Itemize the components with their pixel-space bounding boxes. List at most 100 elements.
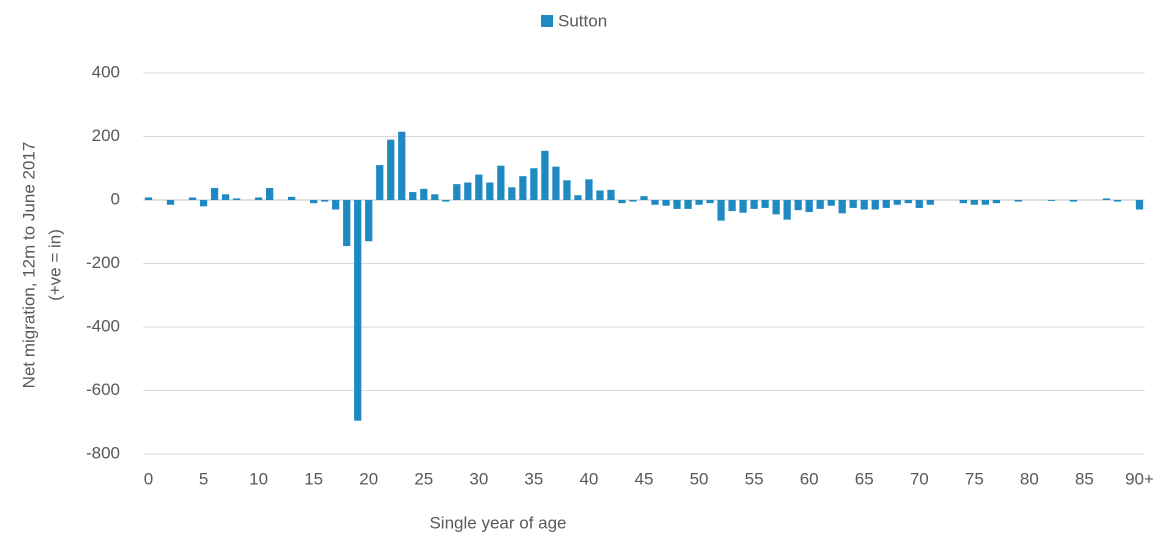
bar	[717, 200, 725, 221]
bar	[552, 166, 560, 200]
x-tick-label: 90+	[1125, 469, 1154, 488]
bar	[431, 194, 439, 200]
bar	[519, 176, 527, 200]
legend-label: Sutton	[558, 11, 607, 30]
bar	[310, 200, 318, 204]
bar	[354, 200, 362, 421]
bar	[640, 196, 648, 200]
bar	[221, 194, 230, 200]
bar	[706, 200, 714, 204]
bar	[453, 184, 461, 200]
bar	[199, 200, 208, 207]
y-tick-label: -200	[86, 253, 120, 272]
bar	[1102, 198, 1111, 200]
bar	[585, 179, 593, 200]
legend-swatch	[541, 15, 553, 27]
bar	[871, 200, 879, 210]
bar	[629, 200, 637, 202]
x-tick-label: 0	[144, 469, 153, 488]
bar	[926, 200, 934, 205]
bar	[232, 198, 241, 200]
bar	[254, 197, 263, 200]
bar	[563, 180, 571, 200]
bar	[398, 131, 406, 200]
y-tick-label: 0	[111, 189, 120, 208]
x-axis-label: Single year of age	[429, 513, 566, 532]
bar	[827, 200, 835, 206]
bar	[816, 200, 824, 209]
bar	[959, 200, 967, 204]
y-tick-label: 400	[92, 62, 120, 81]
bar	[695, 200, 703, 205]
bar	[265, 187, 274, 200]
bar	[530, 168, 538, 200]
bar	[607, 189, 615, 200]
bar	[541, 150, 549, 200]
bar	[1113, 200, 1122, 202]
x-tick-label: 55	[745, 469, 764, 488]
bar	[860, 200, 868, 210]
bar	[981, 200, 989, 205]
bar	[332, 200, 340, 210]
bar	[321, 200, 329, 202]
bar	[893, 200, 901, 205]
x-tick-label: 70	[910, 469, 929, 488]
bar	[188, 197, 197, 200]
bar	[761, 200, 769, 208]
x-tick-label: 60	[800, 469, 819, 488]
bar	[442, 200, 450, 202]
bar	[464, 182, 472, 200]
bar	[475, 174, 483, 200]
bar	[794, 200, 802, 211]
x-tick-label: 20	[359, 469, 378, 488]
x-tick-label: 30	[469, 469, 488, 488]
x-tick-label: 50	[690, 469, 709, 488]
x-tick-label: 75	[965, 469, 984, 488]
bar	[838, 200, 846, 214]
bar	[166, 200, 175, 205]
x-tick-label: 5	[199, 469, 208, 488]
bar	[497, 165, 505, 200]
bar	[508, 187, 516, 200]
bar	[882, 200, 890, 208]
bar	[409, 192, 417, 200]
x-tick-label: 35	[524, 469, 543, 488]
bar	[1069, 200, 1078, 202]
bar	[662, 200, 670, 206]
bar	[144, 197, 153, 200]
x-tick-label: 40	[579, 469, 598, 488]
bar	[1135, 200, 1144, 210]
bar	[210, 187, 219, 200]
x-tick-label: 65	[855, 469, 874, 488]
bar	[376, 165, 384, 200]
bar	[618, 200, 626, 204]
bar	[365, 200, 373, 242]
x-tick-label: 80	[1020, 469, 1039, 488]
y-axis-label: (+ve = in)	[45, 229, 64, 301]
x-tick-label: 85	[1075, 469, 1094, 488]
bar	[684, 200, 692, 209]
bar	[783, 200, 791, 220]
y-tick-label: -400	[86, 316, 120, 335]
bar	[772, 200, 780, 215]
bar	[387, 139, 395, 200]
bar	[1047, 200, 1056, 201]
bar	[673, 200, 681, 209]
bar	[574, 195, 582, 200]
bar	[486, 182, 494, 200]
x-tick-label: 10	[249, 469, 268, 488]
bar	[904, 200, 912, 204]
bar	[728, 200, 736, 212]
x-tick-label: 25	[414, 469, 433, 488]
y-tick-label: -800	[86, 443, 120, 462]
bar	[750, 200, 758, 209]
bar	[970, 200, 978, 205]
bar	[992, 200, 1000, 204]
bar	[915, 200, 923, 208]
bar	[288, 196, 296, 200]
bar	[596, 190, 604, 200]
bar	[739, 200, 747, 213]
bar	[420, 188, 428, 200]
bar	[651, 200, 659, 205]
